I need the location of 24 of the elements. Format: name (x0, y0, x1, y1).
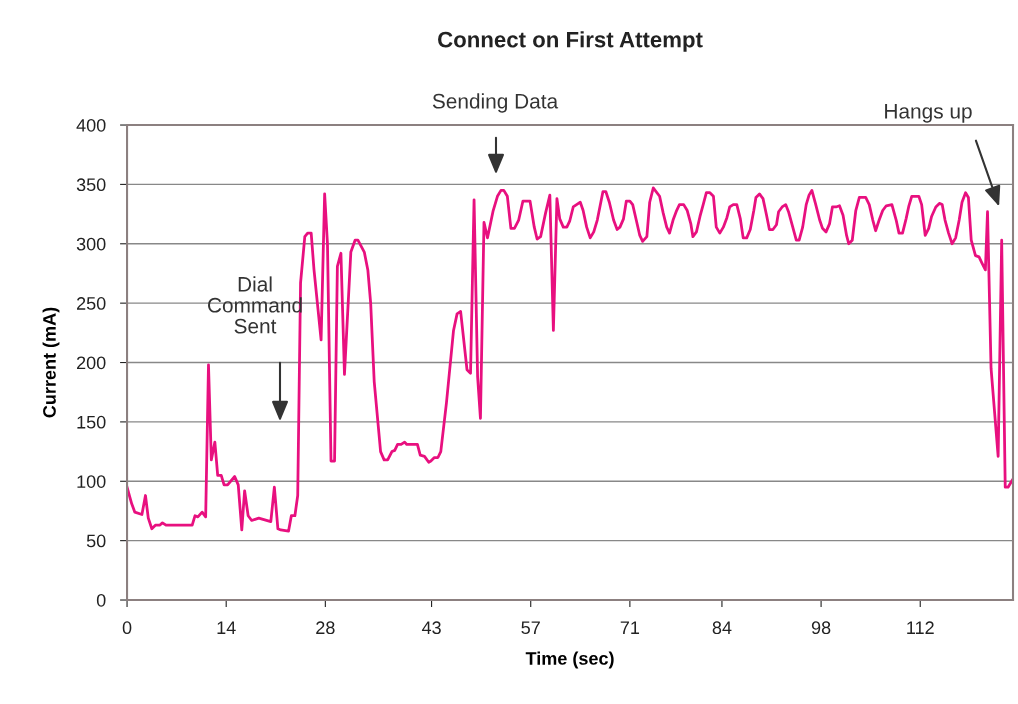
y-tick-label: 50 (86, 534, 106, 548)
y-tick-label: 400 (76, 118, 106, 132)
x-tick-label: 71 (620, 621, 640, 634)
x-tick-label: 14 (217, 621, 236, 634)
line-series (127, 186, 1014, 533)
y-tick-label: 0 (96, 593, 106, 607)
x-tick-label: 57 (521, 621, 540, 635)
x-tick-label: 43 (421, 621, 441, 635)
y-tick-label: 300 (76, 237, 106, 251)
text: Sending Data (432, 93, 559, 113)
text: Hangs up (885, 104, 972, 123)
x-tick-label: 98 (811, 621, 831, 635)
x-axis-title: Time (sec) (525, 651, 614, 669)
y-axis-title: Current (mA) (42, 307, 60, 418)
chart-title: Connect on First Attempt (438, 31, 703, 52)
y-tick-label: 100 (77, 475, 106, 488)
y-tick-label: 200 (77, 356, 106, 370)
y-tick-label: 350 (76, 178, 106, 192)
x-tick-label: 84 (712, 621, 732, 635)
x-tick-label: 112 (907, 621, 934, 634)
x-tick-label: 28 (316, 621, 335, 635)
y-tick-label: 150 (77, 415, 106, 429)
y-tick-label: 250 (77, 297, 106, 310)
x-tick-label: 0 (122, 621, 132, 635)
